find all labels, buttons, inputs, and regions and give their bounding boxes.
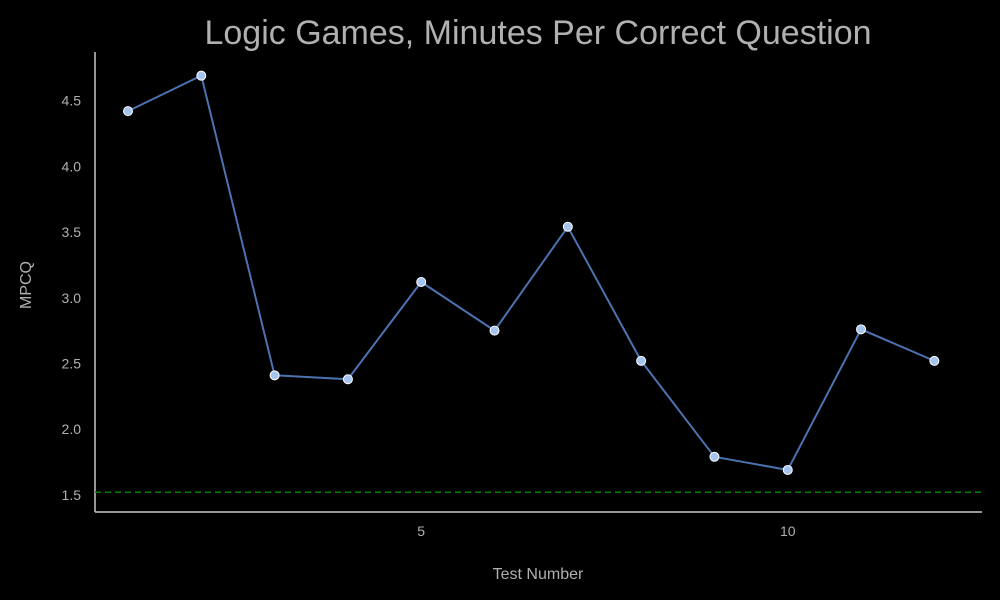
y-tick-label: 4.0 <box>62 158 82 174</box>
data-point <box>122 106 133 117</box>
y-tick-label: 2.5 <box>62 355 82 371</box>
x-tick-label: 5 <box>417 523 425 539</box>
y-tick-label: 4.5 <box>62 93 82 109</box>
series-line <box>127 74 935 471</box>
y-tick-label: 3.0 <box>62 290 82 306</box>
y-tick-label: 1.5 <box>62 487 82 503</box>
data-point <box>196 70 207 81</box>
data-point <box>562 221 573 232</box>
y-axis-label: MPCQ <box>18 261 35 309</box>
y-tick-label: 3.5 <box>62 224 82 240</box>
data-point <box>782 464 793 475</box>
x-tick-label: 10 <box>780 523 796 539</box>
data-point <box>709 451 720 462</box>
data-point <box>416 277 427 287</box>
data-point <box>929 355 940 366</box>
data-point <box>856 324 867 335</box>
data-point <box>342 374 353 385</box>
data-point <box>489 325 500 336</box>
x-axis-label: Test Number <box>493 566 584 583</box>
data-point <box>636 355 647 366</box>
data-point <box>269 370 280 381</box>
plot-area: 1.5 2.0 2.5 3.0 3.5 4.0 4.5 5 10 <box>62 52 982 539</box>
y-tick-label: 2.0 <box>62 421 82 437</box>
chart-title: Logic Games, Minutes Per Correct Questio… <box>204 14 871 52</box>
